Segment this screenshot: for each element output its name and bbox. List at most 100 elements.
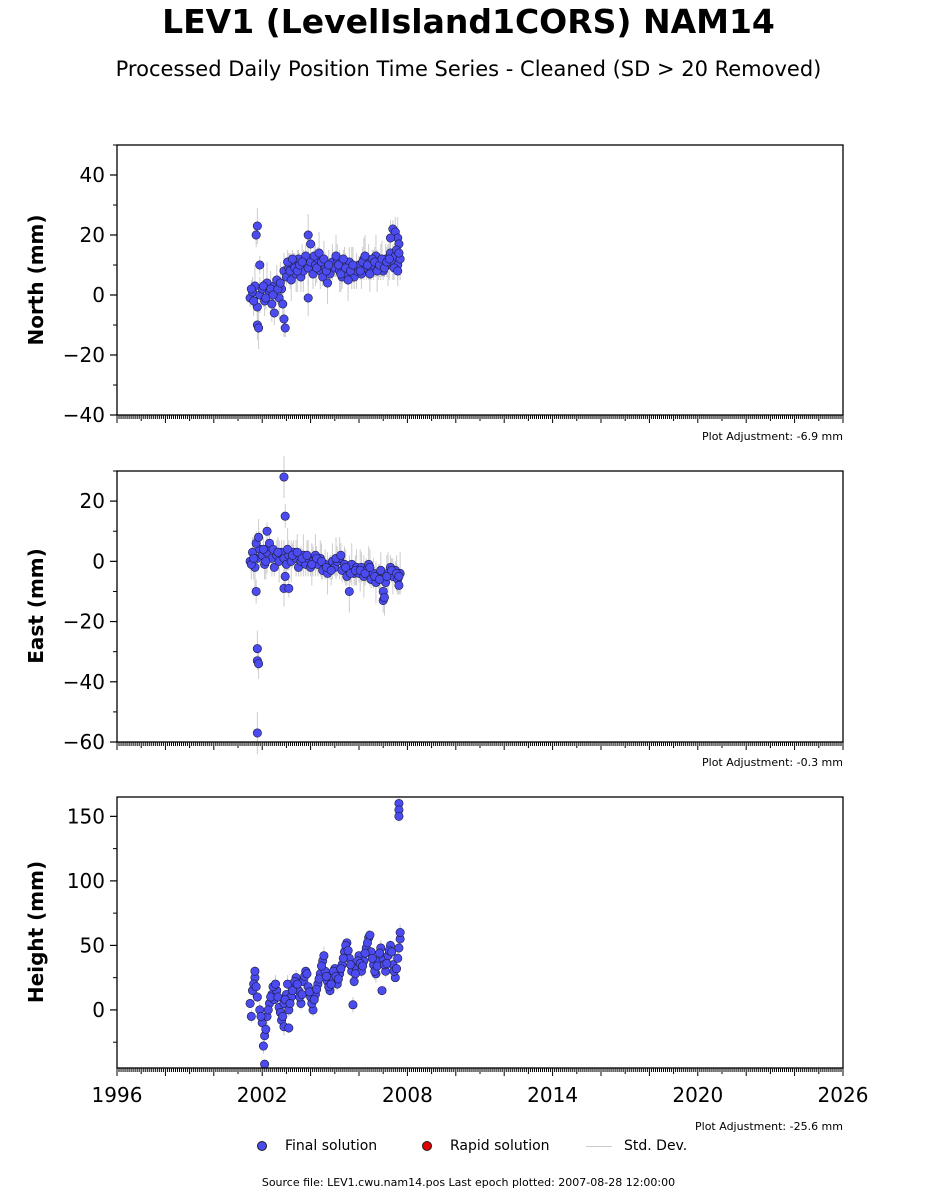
data-point <box>287 254 297 264</box>
data-point <box>336 964 346 974</box>
data-point <box>284 1023 294 1033</box>
data-point <box>278 1011 288 1021</box>
data-point <box>372 961 382 971</box>
panel-frame <box>116 470 844 743</box>
data-point <box>319 254 329 264</box>
data-point <box>385 233 395 243</box>
legend-rapid: Rapid solution <box>422 1138 550 1154</box>
chart-title: LEV1 (LevelIsland1CORS) NAM14 <box>162 2 775 41</box>
data-point <box>258 1041 268 1051</box>
y-tick-label: 40 <box>80 163 105 187</box>
data-point <box>252 221 262 231</box>
data-point <box>343 946 353 956</box>
y-axis-label: North (mm) <box>24 214 48 345</box>
data-point <box>251 586 261 596</box>
data-point <box>280 571 290 581</box>
data-point <box>326 979 336 989</box>
data-point <box>254 323 264 333</box>
data-point <box>360 568 370 578</box>
data-point <box>263 1005 273 1015</box>
legend-std-label: Std. Dev. <box>624 1138 688 1154</box>
data-point <box>309 995 319 1005</box>
x-tick-label: 2026 <box>818 1083 869 1107</box>
data-point <box>379 592 389 602</box>
data-point <box>394 811 404 821</box>
data-point <box>316 556 326 566</box>
legend-rapid-label: Rapid solution <box>450 1138 550 1154</box>
y-tick-label: 0 <box>92 549 105 573</box>
data-point <box>333 974 343 984</box>
data-point <box>267 299 277 309</box>
x-tick-label: 2014 <box>527 1083 578 1107</box>
legend-final-marker <box>257 1141 267 1151</box>
data-point <box>314 248 324 258</box>
legend-rapid-marker <box>422 1141 432 1151</box>
data-point <box>286 275 296 285</box>
data-point <box>297 257 307 267</box>
data-point <box>358 961 368 971</box>
y-tick-label: 0 <box>92 283 105 307</box>
data-point <box>273 547 283 557</box>
data-point <box>360 948 370 958</box>
source-footer: Source file: LEV1.cwu.nam14.pos Last epo… <box>261 1176 676 1189</box>
data-point <box>323 278 333 288</box>
data-point <box>254 659 264 669</box>
data-point <box>355 266 365 276</box>
data-point <box>346 960 356 970</box>
legend: Final solution Rapid solution Std. Dev. <box>0 1138 937 1158</box>
data-point <box>384 254 394 264</box>
data-point <box>255 260 265 270</box>
data-point <box>382 571 392 581</box>
data-point <box>279 472 289 482</box>
data-point <box>350 969 360 979</box>
data-point <box>367 953 377 963</box>
y-tick-label: 0 <box>92 998 105 1022</box>
data-point <box>338 953 348 963</box>
data-point <box>252 728 262 738</box>
data-point <box>292 547 302 557</box>
data-point <box>394 943 404 953</box>
plot-adjustment: Plot Adjustment: -25.6 mm <box>695 1120 843 1133</box>
y-tick-label: −20 <box>63 610 105 634</box>
data-point <box>284 583 294 593</box>
x-tick-label: 2020 <box>672 1083 723 1107</box>
plot-adjustment: Plot Adjustment: -6.9 mm <box>702 430 843 443</box>
data-point <box>280 323 290 333</box>
data-point <box>324 260 334 270</box>
data-point <box>283 544 293 554</box>
y-tick-label: −40 <box>63 403 105 427</box>
data-point <box>343 275 353 285</box>
x-tick-label: 1996 <box>92 1083 143 1107</box>
chart-subtitle: Processed Daily Position Time Series - C… <box>115 57 822 81</box>
data-point <box>292 979 302 989</box>
data-point <box>287 986 297 996</box>
data-point <box>251 982 261 992</box>
data-point <box>246 284 256 294</box>
panel-frame <box>116 144 844 416</box>
data-point <box>321 971 331 981</box>
data-point <box>260 1059 270 1069</box>
data-point <box>251 230 261 240</box>
legend-std: Std. Dev. <box>586 1138 687 1154</box>
data-point <box>250 966 260 976</box>
y-tick-label: 20 <box>80 489 105 513</box>
legend-std-line <box>586 1145 612 1147</box>
data-point <box>338 254 348 264</box>
y-tick-label: −20 <box>63 343 105 367</box>
y-tick-label: 50 <box>80 933 105 957</box>
data-point <box>362 938 372 948</box>
data-point <box>387 947 397 957</box>
data-point <box>393 266 403 276</box>
data-point <box>285 998 295 1008</box>
data-point <box>341 562 351 572</box>
data-point <box>392 964 402 974</box>
data-point <box>269 562 279 572</box>
data-point <box>258 544 268 554</box>
data-point <box>344 586 354 596</box>
x-tick-label: 2008 <box>382 1083 433 1107</box>
data-point <box>278 299 288 309</box>
data-point <box>275 278 285 288</box>
data-point <box>319 951 329 961</box>
data-point <box>393 953 403 963</box>
